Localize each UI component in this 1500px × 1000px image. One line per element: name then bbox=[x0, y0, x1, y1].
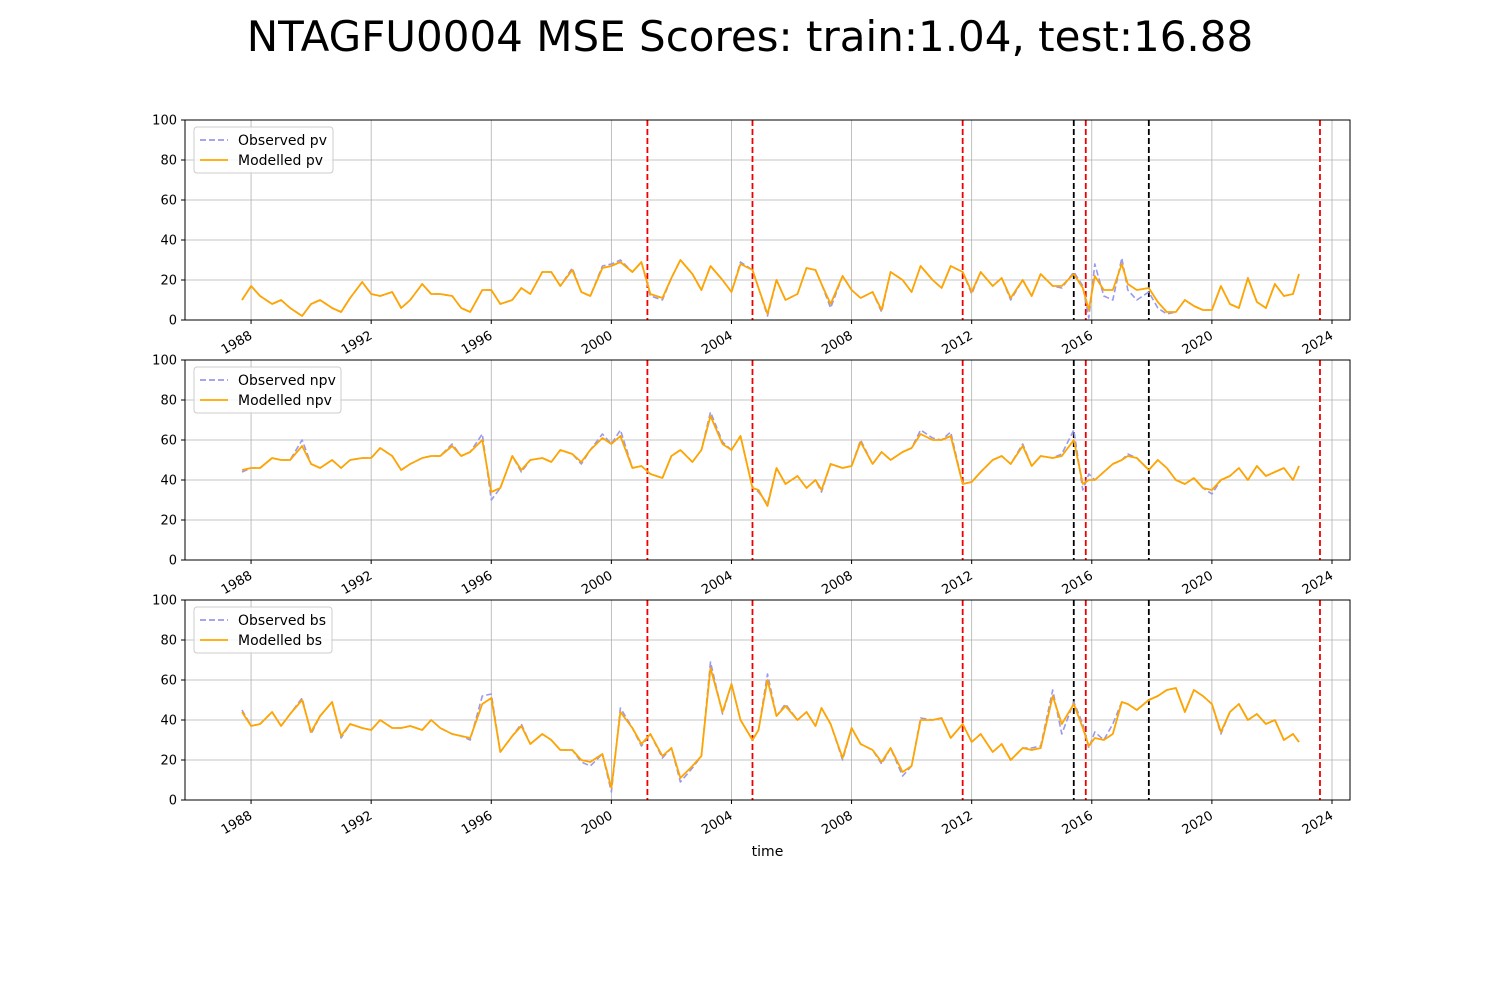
y-tick-label: 100 bbox=[152, 354, 177, 369]
x-tick-label: 1992 bbox=[339, 808, 375, 838]
x-tick-label: 2012 bbox=[940, 568, 976, 598]
y-tick-label: 40 bbox=[160, 234, 177, 249]
x-tick-label: 2024 bbox=[1300, 808, 1336, 838]
y-tick-label: 80 bbox=[160, 154, 177, 169]
x-tick-label: 2004 bbox=[699, 328, 735, 358]
grid-lines bbox=[185, 599, 1350, 801]
axes-frame bbox=[184, 599, 1351, 801]
x-tick-label: 2024 bbox=[1300, 328, 1336, 358]
legend-label: Modelled bs bbox=[238, 633, 322, 649]
legend-box bbox=[193, 126, 334, 174]
y-tick-label: 100 bbox=[152, 594, 177, 609]
figure-title: NTAGFU0004 MSE Scores: train:1.04, test:… bbox=[246, 12, 1254, 61]
x-tick-label: 2004 bbox=[699, 808, 735, 838]
series-line-modelled-pv bbox=[241, 259, 1300, 317]
y-tick-label: 80 bbox=[160, 634, 177, 649]
legend: Observed npv Modelled npv bbox=[193, 366, 342, 414]
grid-lines bbox=[185, 119, 1350, 321]
y-tick-label: 0 bbox=[169, 794, 177, 809]
legend-label: Observed npv bbox=[238, 373, 336, 389]
x-tick-label: 2012 bbox=[940, 808, 976, 838]
legend-label: Observed pv bbox=[238, 133, 327, 149]
x-tick-label: 1992 bbox=[339, 328, 375, 358]
x-tick-label: 2008 bbox=[819, 328, 855, 358]
legend-label: Modelled pv bbox=[238, 153, 323, 169]
grid-lines bbox=[185, 359, 1350, 561]
x-tick-label: 2024 bbox=[1300, 568, 1336, 598]
y-tick-label: 20 bbox=[160, 274, 177, 289]
series-group bbox=[241, 257, 1300, 319]
legend-label: Modelled npv bbox=[238, 393, 332, 409]
x-tick-label: 1992 bbox=[339, 568, 375, 598]
x-tick-label: 2000 bbox=[579, 328, 615, 358]
y-tick-label: 0 bbox=[169, 554, 177, 569]
vertical-markers bbox=[646, 600, 1321, 800]
y-tick-label: 60 bbox=[160, 194, 177, 209]
x-tick-label: 1988 bbox=[219, 328, 255, 358]
x-tick-label: 1988 bbox=[219, 808, 255, 838]
x-tick-label: 2008 bbox=[819, 808, 855, 838]
legend: Observed pv Modelled pv bbox=[193, 126, 334, 174]
x-tick-label: 2004 bbox=[699, 568, 735, 598]
x-tick-label: 1996 bbox=[459, 808, 495, 838]
subplot-2: 0 20 40 60 80 100 1988 1992 1996 2000 2004 2008 2012… bbox=[152, 354, 1351, 598]
x-tick-label: 2016 bbox=[1060, 808, 1096, 838]
x-tick-label: 2012 bbox=[940, 328, 976, 358]
x-tick-label: 2020 bbox=[1180, 568, 1216, 598]
x-tick-label: 2020 bbox=[1180, 808, 1216, 838]
x-axis-title: time bbox=[752, 844, 784, 860]
x-tick-label: 2000 bbox=[579, 808, 615, 838]
y-tick-label: 100 bbox=[152, 114, 177, 129]
x-tick-label: 2020 bbox=[1180, 328, 1216, 358]
y-tick-label: 80 bbox=[160, 394, 177, 409]
series-line-modelled-bs bbox=[241, 667, 1300, 789]
x-tick-label: 2016 bbox=[1060, 328, 1096, 358]
legend-box bbox=[193, 366, 342, 414]
x-tick-label: 2016 bbox=[1060, 568, 1096, 598]
x-tick-label: 1988 bbox=[219, 568, 255, 598]
vertical-markers bbox=[646, 360, 1321, 560]
y-tick-label: 40 bbox=[160, 474, 177, 489]
x-tick-label: 1996 bbox=[459, 568, 495, 598]
y-tick-label: 0 bbox=[169, 314, 177, 329]
x-tick-label: 1996 bbox=[459, 328, 495, 358]
subplot-1: 0 20 40 60 80 100 1988 1992 1996 2000 2004 2008 2012… bbox=[152, 114, 1351, 358]
legend-label: Observed bs bbox=[238, 613, 326, 629]
series-group bbox=[241, 411, 1300, 507]
y-tick-label: 20 bbox=[160, 754, 177, 769]
x-tick-label: 2000 bbox=[579, 568, 615, 598]
series-group bbox=[241, 661, 1300, 793]
axes-frame bbox=[184, 119, 1351, 321]
series-line-observed-pv bbox=[241, 257, 1300, 319]
legend-box bbox=[193, 606, 333, 654]
axes-frame bbox=[184, 359, 1351, 561]
y-tick-label: 20 bbox=[160, 514, 177, 529]
y-tick-label: 40 bbox=[160, 714, 177, 729]
subplot-3: 0 20 40 60 80 100 1988 1992 1996 2000 2004 2008 2012… bbox=[152, 594, 1351, 860]
y-tick-label: 60 bbox=[160, 434, 177, 449]
x-tick-label: 2008 bbox=[819, 568, 855, 598]
series-line-modelled-npv bbox=[241, 415, 1300, 507]
y-tick-label: 60 bbox=[160, 674, 177, 689]
series-line-observed-bs bbox=[241, 661, 1300, 793]
legend: Observed bs Modelled bs bbox=[193, 606, 333, 654]
